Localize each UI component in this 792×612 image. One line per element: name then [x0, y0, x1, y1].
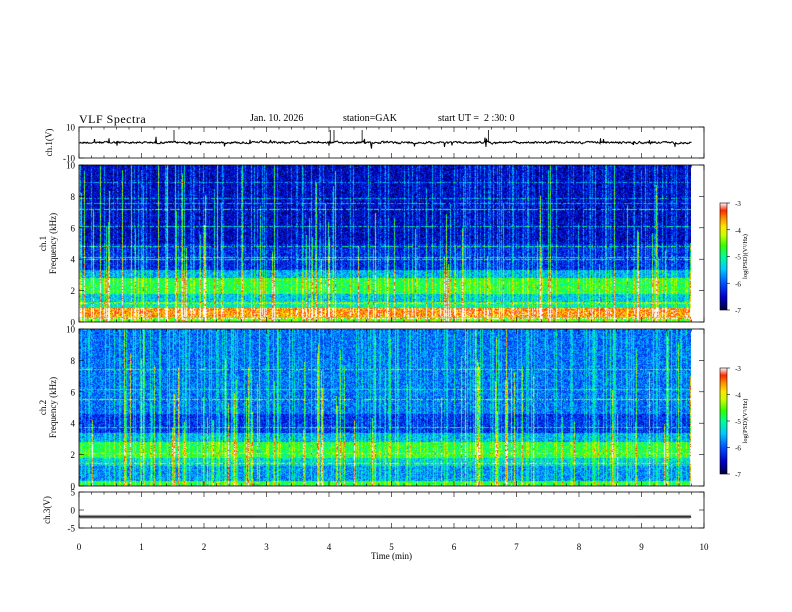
x-axis-label: Time (min) — [371, 551, 412, 561]
s1-image — [79, 165, 691, 322]
s2-ytick-label: 2 — [71, 450, 76, 460]
s1-ytick-label: 10 — [66, 161, 76, 171]
s2-colorbar-tick-label: -5 — [735, 418, 741, 426]
s1-ylabel-channel: ch.1 — [38, 236, 48, 251]
s1-colorbar-tick-label: -3 — [735, 200, 741, 208]
ch1-ytick-label: -10 — [63, 154, 75, 164]
ch3-ytick-label: 0 — [71, 506, 76, 516]
chart-title: VLF Spectra — [79, 112, 147, 126]
s1-colorbar — [719, 202, 728, 311]
ch3-frame — [78, 491, 705, 529]
x-axis-tick-label: 6 — [452, 542, 457, 552]
s2-image — [79, 329, 691, 486]
s1-colorbar-label: log(PSD)(V²/Hz) — [742, 234, 749, 279]
ch3-waveform-line — [78, 514, 692, 520]
s2-ylabel-frequency: Frequency (kHz) — [48, 377, 58, 438]
ch3-ytick-label: 5 — [71, 488, 76, 498]
chart-station: station=GAK — [343, 113, 397, 124]
s2-colorbar-tick-label: -3 — [735, 365, 741, 373]
x-axis-tick-label: 9 — [639, 542, 644, 552]
s2-ytick-label: 8 — [71, 356, 76, 366]
s2-colorbar-tick-label: -7 — [735, 471, 741, 479]
ch3-ylabel: ch.3(V) — [42, 496, 52, 524]
s2-ytick-label: 0 — [71, 482, 76, 492]
ch1-ylabel: ch.1(V) — [44, 129, 54, 157]
s1-ytick-label: 6 — [71, 223, 76, 233]
s1-ytick-label: 4 — [71, 255, 76, 265]
x-axis-tick-label: 2 — [202, 542, 207, 552]
s1-colorbar-tick-label: -7 — [735, 307, 741, 315]
x-axis-tick-label: 3 — [264, 542, 269, 552]
s2-ytick-label: 4 — [71, 419, 76, 429]
x-axis-tick-label: 5 — [389, 542, 394, 552]
x-axis-tick-label: 4 — [327, 542, 332, 552]
s1-ytick-label: 8 — [71, 192, 76, 202]
ch1-ytick-label: 10 — [66, 123, 76, 133]
x-axis-tick-label: 1 — [139, 542, 144, 552]
s1-ytick-label: 2 — [71, 286, 76, 296]
ch3-ytick-label: -5 — [68, 524, 76, 534]
ch1-waveform-line — [78, 136, 692, 149]
s2-colorbar — [719, 367, 728, 475]
s2-colorbar-label: log(PSD)(V²/Hz) — [742, 399, 749, 444]
x-axis-tick-label: 7 — [514, 542, 519, 552]
s2-ytick-label: 6 — [71, 387, 76, 397]
x-axis-tick-label: 8 — [577, 542, 582, 552]
x-axis-tick-label: 10 — [700, 542, 710, 552]
s1-ytick-label: 0 — [71, 318, 76, 328]
s1-colorbar-tick-label: -5 — [735, 254, 741, 262]
s2-colorbar-tick-label: -4 — [735, 392, 741, 400]
s2-ytick-label: 10 — [66, 325, 76, 335]
s1-colorbar-tick-label: -4 — [735, 227, 741, 235]
s2-colorbar-tick-label: -6 — [735, 445, 741, 453]
s1-ylabel-frequency: Frequency (kHz) — [48, 213, 58, 274]
chart-start-time: start UT = 2 :30: 0 — [438, 113, 515, 124]
s1-colorbar-tick-label: -6 — [735, 280, 741, 288]
s2-ylabel-channel: ch.2 — [38, 400, 48, 415]
chart-date: Jan. 10. 2026 — [250, 113, 304, 124]
x-axis-tick-label: 0 — [77, 542, 82, 552]
